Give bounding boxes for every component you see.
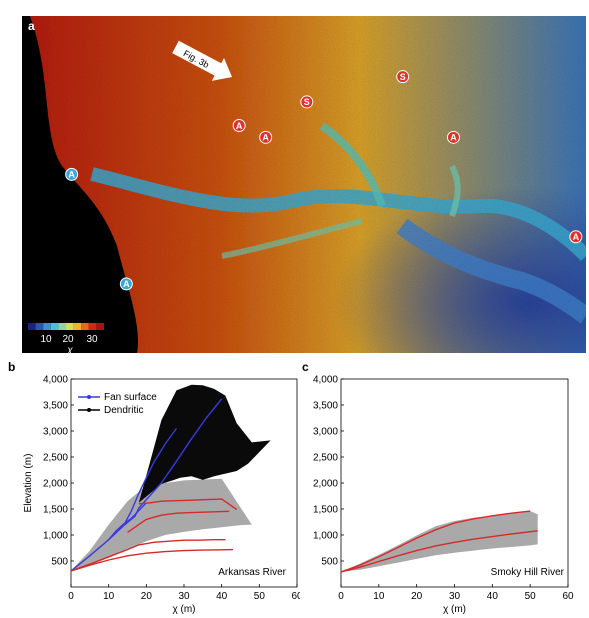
panel-b-label: b [8,360,15,374]
y-tick-label: 3,000 [43,427,68,438]
colorbar-tick-20: 20 [62,334,74,345]
colorbar-cell [96,323,104,330]
series-red-2 [340,530,538,573]
y-axis-label: Elevation (m) [23,454,34,513]
y-tick-label: 4,000 [43,375,68,386]
y-tick-label: 3,000 [313,427,338,438]
y-tick-label: 3,500 [313,401,338,412]
panel-b-chart: b 0 10 20 30 40 50 60 500 1,000 1,500 2,000 2,500 3,… [8,360,300,615]
marker-label: A [68,170,75,180]
panel-c-label: c [302,360,309,374]
marker-blue-a-7: A [119,277,133,291]
colorbar-tick-10: 10 [40,334,52,345]
series-fan-3 [108,502,147,541]
x-tick-label: 0 [68,591,74,602]
colorbar-cell [88,323,97,330]
x-tick-label: 0 [338,591,344,602]
series-fan-2 [123,427,178,526]
y-tick-label: 2,000 [313,479,338,490]
x-tick-label: 50 [525,591,537,602]
series-red-1 [340,510,531,573]
x-axis-label: χ (m) [172,604,195,615]
marker-red-a-4: A [446,130,460,144]
x-tick-label: 10 [373,591,385,602]
marker-blue-a-6: A [65,167,79,181]
marker-red-a-5: A [569,230,583,244]
legend: Fan surface Dendritic [78,392,157,416]
colorbar-cell [73,323,82,330]
x-tick-label: 20 [141,591,153,602]
x-tick-label: 40 [487,591,499,602]
marker-label: S [304,97,310,107]
y-tick-label: 1,000 [313,531,338,542]
series-red-4 [138,498,238,511]
y-tick-label: 2,500 [43,453,68,464]
legend-fan-surface: Fan surface [104,392,157,403]
dendritic-profile-envelope [138,384,271,503]
colorbar-cell [35,323,44,330]
grey-profile-envelope [341,511,538,572]
colorbar-tick-30: 30 [86,334,98,345]
y-tick-label: 2,500 [313,453,338,464]
marker-label: S [400,72,406,82]
x-tick-label: 10 [103,591,115,602]
marker-label: A [573,232,580,242]
smoky-hill-river-annotation: Smoky Hill River [491,567,565,578]
x-tick-label: 30 [178,591,190,602]
y-tick-label: 4,000 [313,375,338,386]
y-tick-label: 3,500 [43,401,68,412]
arkansas-river-annotation: Arkansas River [218,567,286,578]
y-tick-label: 1,500 [43,505,68,516]
grey-profile-envelope [71,478,252,571]
south-tributary [396,218,586,324]
colorbar-cell [81,323,89,330]
y-tick-label: 1,000 [43,531,68,542]
series-red-3 [127,510,230,533]
colorbar-cell [28,323,36,330]
colorbar-label: χ [66,345,73,353]
colorbar-cell [58,323,66,330]
y-tick-label: 1,500 [313,505,338,516]
marker-red-a-1: A [259,130,273,144]
y-tick-label: 500 [321,557,338,568]
marker-label: A [450,133,457,143]
marker-label: A [236,121,243,131]
x-axis-label: χ (m) [443,604,466,615]
plains-mask [22,16,138,353]
x-tick-label: 60 [562,591,574,602]
plot-frame [340,378,569,588]
panel-a-label: a [28,19,35,33]
marker-red-a-0: A [232,119,246,133]
marker-label: A [262,133,269,143]
marker-label: A [123,279,130,289]
y-tick-label: 2,000 [43,479,68,490]
x-tick-label: 40 [216,591,228,602]
north-tributary [319,122,386,208]
colorbar: 10 20 30 χ [28,323,104,353]
panel-c-chart: c 0 10 20 30 40 50 60 500 1,000 1,500 2,000 2,500 3,… [302,360,574,615]
x-tick-label: 50 [254,591,266,602]
series-red-2 [70,548,234,572]
main-river [90,167,586,261]
series-red-1 [70,538,226,572]
marker-red-s-3: S [396,70,410,84]
colorbar-cell [50,323,59,330]
marker-red-s-2: S [300,95,314,109]
legend-dendritic: Dendritic [104,405,143,416]
colorbar-cell [66,323,74,330]
x-tick-label: 60 [291,591,300,602]
y-tick-label: 500 [51,557,68,568]
colorbar-cell [43,323,51,330]
x-tick-label: 30 [449,591,461,602]
x-tick-label: 20 [411,591,423,602]
